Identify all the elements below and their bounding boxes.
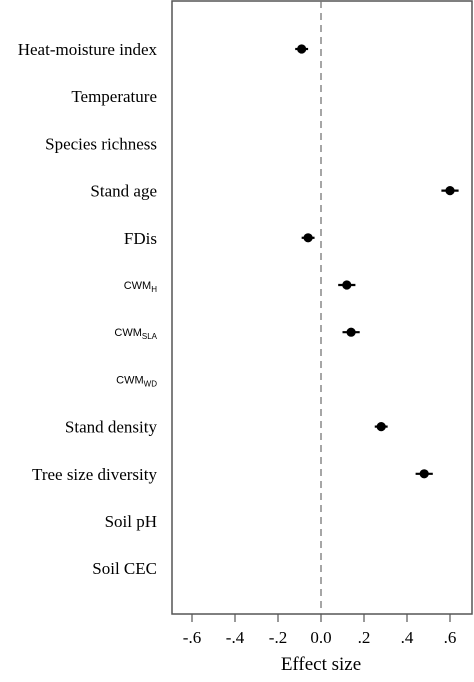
category-label: FDis: [124, 229, 157, 248]
category-label-text: FDis: [124, 229, 157, 248]
x-tick-label: .4: [401, 628, 414, 647]
category-label-text: Heat-moisture index: [18, 40, 158, 59]
category-label: CWMWD: [116, 374, 157, 388]
category-label-text: Soil pH: [105, 512, 157, 531]
effect-point: [376, 422, 386, 432]
effect-point: [346, 327, 356, 337]
x-tick-label: .6: [444, 628, 457, 647]
effect-point: [419, 469, 429, 479]
plot-frame: [171, 0, 473, 615]
x-axis-ticks: -.6 -.4 -.2 0.0 .2 .4 .6: [183, 614, 457, 647]
x-tick-label: -.4: [226, 628, 245, 647]
category-label-subscript: H: [151, 285, 157, 294]
effect-point: [297, 44, 307, 54]
category-label: Temperature: [71, 87, 157, 106]
category-label-text: Species richness: [45, 134, 157, 153]
category-label-text: Temperature: [71, 87, 157, 106]
category-label-text: Tree size diversity: [32, 465, 157, 484]
category-label: Tree size diversity: [32, 465, 157, 484]
category-label: Species richness: [45, 134, 157, 153]
category-label-text: Stand age: [90, 182, 157, 201]
category-label-text: CWM: [124, 280, 152, 292]
category-label-text: CWM: [114, 327, 142, 339]
error-bars: [295, 47, 459, 475]
x-tick-label: 0.0: [310, 628, 331, 647]
x-axis-title: Effect size: [281, 654, 361, 675]
category-label: Stand age: [90, 182, 157, 201]
category-label: CWMH: [124, 280, 158, 294]
effect-points: [297, 44, 455, 479]
category-label: Soil CEC: [92, 559, 157, 578]
category-label-subscript: SLA: [142, 332, 158, 341]
effect-point: [342, 280, 352, 290]
x-tick-label: .2: [358, 628, 371, 647]
effect-point: [445, 186, 455, 196]
category-label-text: CWM: [116, 374, 144, 386]
category-label: Stand density: [65, 418, 158, 437]
category-label-subscript: WD: [144, 379, 158, 388]
category-label-text: Soil CEC: [92, 559, 157, 578]
x-tick-label: -.6: [183, 628, 201, 647]
category-label: Heat-moisture index: [18, 40, 158, 59]
x-tick-label: -.2: [269, 628, 287, 647]
category-labels: Heat-moisture index Temperature Species ri…: [18, 40, 158, 578]
category-label-text: Stand density: [65, 418, 158, 437]
effect-point: [303, 233, 313, 243]
category-label: Soil pH: [105, 512, 157, 531]
category-label: CWMSLA: [114, 327, 157, 341]
